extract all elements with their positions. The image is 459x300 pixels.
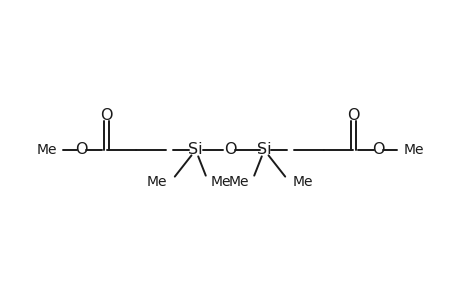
Text: Me: Me: [292, 175, 313, 189]
Text: O: O: [347, 108, 359, 123]
Text: O: O: [75, 142, 88, 158]
Text: Si: Si: [257, 142, 271, 158]
Text: Me: Me: [403, 143, 423, 157]
Text: O: O: [100, 108, 112, 123]
Text: Me: Me: [211, 175, 231, 189]
Text: Si: Si: [188, 142, 202, 158]
Text: O: O: [223, 142, 236, 158]
Text: Me: Me: [36, 143, 56, 157]
Text: Me: Me: [228, 175, 248, 189]
Text: Me: Me: [146, 175, 167, 189]
Text: O: O: [371, 142, 384, 158]
